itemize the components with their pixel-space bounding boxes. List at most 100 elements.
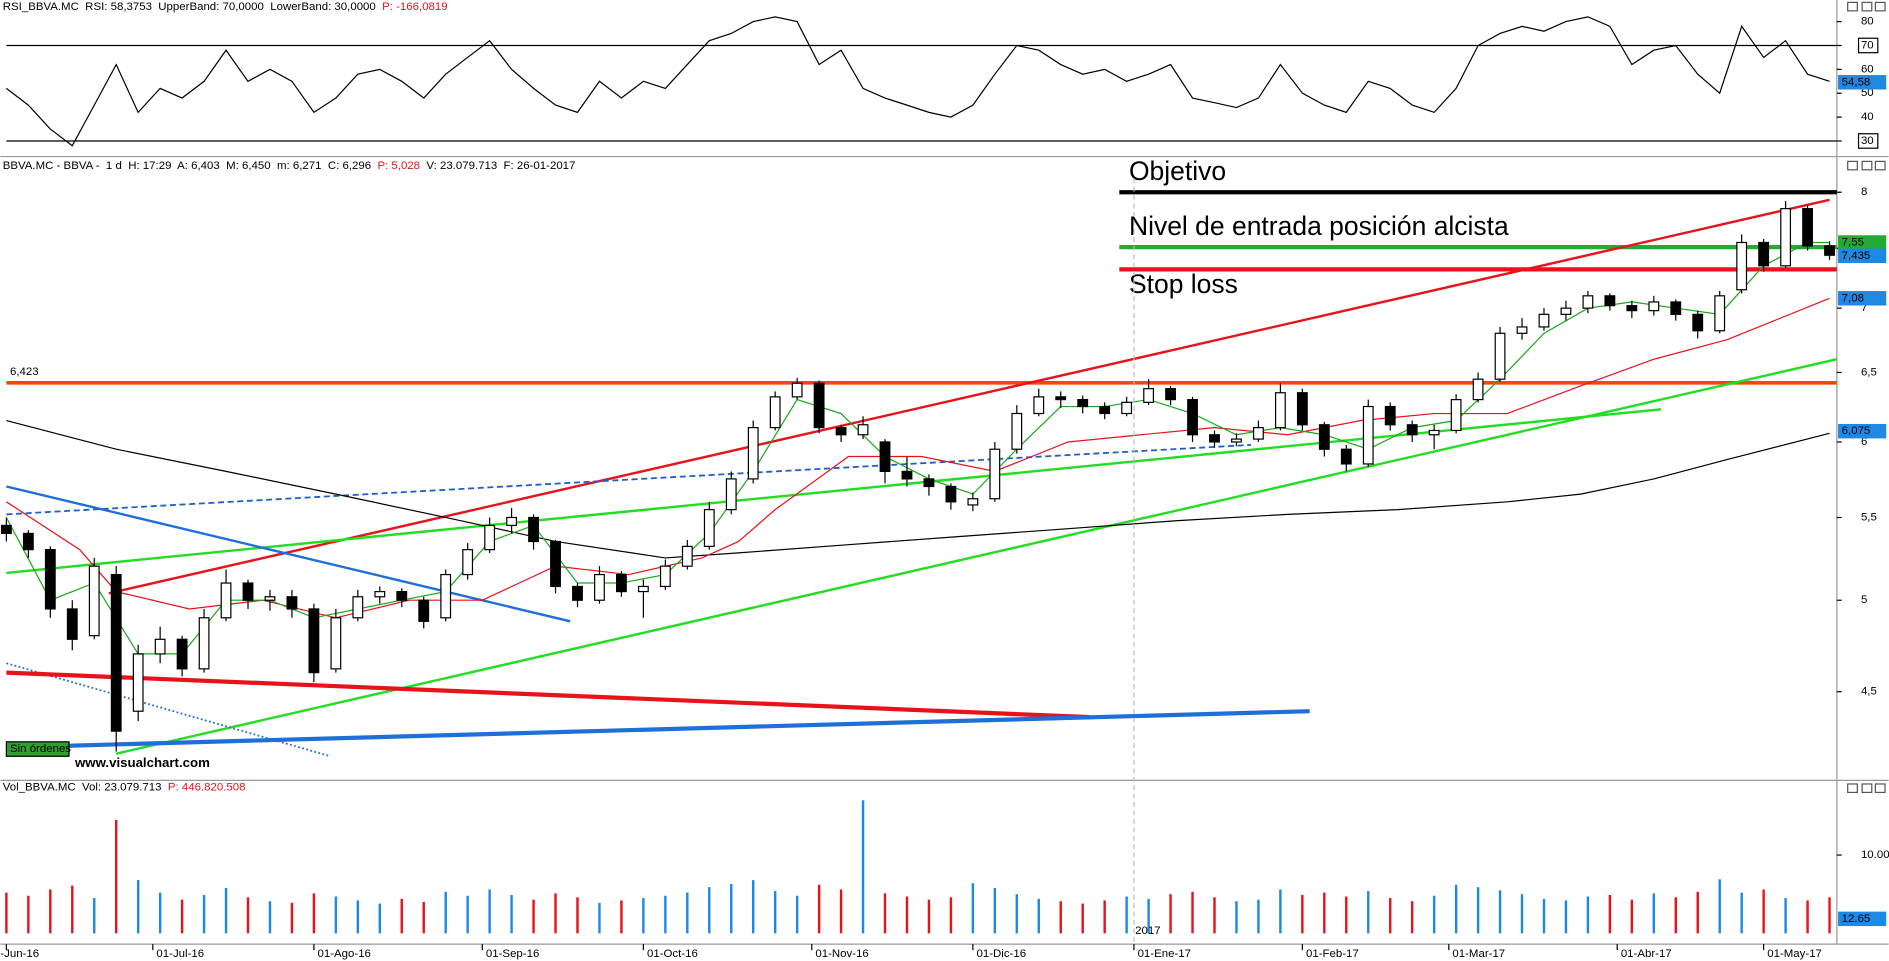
candle-body <box>1582 295 1594 309</box>
price-label-box <box>1838 291 1887 306</box>
candle-body <box>1077 399 1089 408</box>
candle-body <box>1450 399 1462 432</box>
x-tick-label: -Jun-16 <box>0 948 39 960</box>
button[interactable] <box>1861 160 1873 171</box>
candle-body <box>835 427 847 436</box>
candle-body <box>374 590 386 598</box>
candle-body <box>22 532 34 551</box>
panel-header: Vol_BBVA.MC Vol: 23.079.713 P: 446.820.5… <box>3 782 246 794</box>
trend-line <box>108 198 1830 595</box>
button[interactable] <box>1861 783 1873 794</box>
volume-bar <box>115 819 118 934</box>
candle-body <box>286 596 298 610</box>
candle-body <box>1604 295 1616 307</box>
y-tick-label: 5 <box>1861 594 1867 606</box>
candle-body <box>1736 241 1748 291</box>
volume-bar <box>1147 898 1150 934</box>
volume-bar <box>1828 897 1831 934</box>
trend-line <box>6 408 1662 575</box>
volume-bar <box>598 902 601 934</box>
volume-bar <box>268 901 272 934</box>
price-label: 7,55 <box>1842 236 1864 248</box>
volume-bar <box>752 880 755 934</box>
button[interactable] <box>1847 783 1858 794</box>
badge-box <box>5 741 70 757</box>
volume-bar <box>356 900 360 934</box>
volume-bar <box>1301 894 1304 934</box>
volume-bar <box>993 887 997 934</box>
level-label: Stop loss <box>1129 269 1238 299</box>
volume-bar <box>576 897 579 934</box>
volume-bar <box>5 892 8 934</box>
x-tick-label: 01-Abr-17 <box>1621 948 1672 960</box>
volume-bar <box>422 902 425 934</box>
volume-bar <box>1432 895 1436 934</box>
volume-bar <box>400 898 403 934</box>
price-label: 6,075 <box>1842 425 1871 437</box>
x-tick-label: 01-Sep-16 <box>486 948 539 960</box>
tick-box <box>1857 133 1879 149</box>
candle-body <box>879 441 891 472</box>
last-value-box <box>1838 75 1887 90</box>
volume-bar <box>1542 898 1546 934</box>
button[interactable] <box>1874 1 1886 12</box>
volume-bar <box>905 896 909 934</box>
button[interactable] <box>1874 783 1886 794</box>
volume-bar <box>378 903 382 934</box>
y-tick-label: 40 <box>1861 111 1874 123</box>
last-value-box <box>1838 911 1887 927</box>
volume-bar <box>1279 889 1282 934</box>
volume-bar <box>949 897 953 934</box>
candle-body <box>923 478 935 488</box>
volume-bar <box>334 896 338 934</box>
candle-body <box>1209 434 1220 443</box>
candle-body <box>1560 307 1572 315</box>
y-tick-label: 8 <box>1861 186 1867 198</box>
volume-bar <box>1345 896 1348 934</box>
header-text: BBVA.MC - BBVA - 1 d H: 17:29 A: 6,403 M… <box>3 160 378 172</box>
volume-bar <box>1081 903 1084 934</box>
volume-bar <box>158 892 162 934</box>
button[interactable] <box>1861 1 1873 12</box>
volume-bar <box>510 894 513 934</box>
price-label: 7,435 <box>1842 250 1871 262</box>
rsi-line <box>6 16 1830 147</box>
candle-body <box>66 608 78 640</box>
price-label-box <box>1838 248 1887 264</box>
volume-bar <box>1784 898 1787 934</box>
volume-bar <box>1498 890 1502 934</box>
candle-body <box>945 485 957 503</box>
last-value-label: 12.65 <box>1842 913 1871 925</box>
candle-body <box>462 549 474 576</box>
watermark: www.visualchart.com <box>74 755 210 770</box>
button[interactable] <box>1847 160 1858 171</box>
candle-body <box>901 470 913 480</box>
candle-body <box>308 608 320 674</box>
tick-box <box>1857 37 1879 54</box>
candle-body <box>1318 424 1330 450</box>
x-tick-label: 01-Dic-16 <box>976 948 1026 960</box>
candle-body <box>857 424 869 436</box>
candle-body <box>1472 378 1484 401</box>
volume-bar <box>49 889 52 934</box>
candle-body <box>484 524 496 551</box>
volume-bar <box>71 885 74 934</box>
volume-bar <box>1674 897 1677 934</box>
y-tick-label: 80 <box>1861 16 1874 28</box>
y-tick-label: 60 <box>1861 63 1874 75</box>
volume-bar <box>1586 896 1590 934</box>
y-tick-label: 6,5 <box>1861 366 1877 378</box>
y-tick-label: 5,5 <box>1861 512 1877 524</box>
candle-body <box>1011 412 1023 450</box>
volume-bar <box>444 891 447 934</box>
y-tick-label: 30 <box>1861 135 1874 147</box>
header-text: RSI_BBVA.MC RSI: 58,3753 UpperBand: 70,0… <box>3 1 382 13</box>
button[interactable] <box>1847 1 1858 12</box>
volume-bar <box>839 889 843 934</box>
x-tick-label: 01-Mar-17 <box>1452 948 1505 960</box>
button[interactable] <box>1874 160 1886 171</box>
candle-body <box>264 596 276 601</box>
volume-bar <box>466 895 469 934</box>
candle-body <box>637 585 649 593</box>
candle-body <box>1406 424 1418 436</box>
